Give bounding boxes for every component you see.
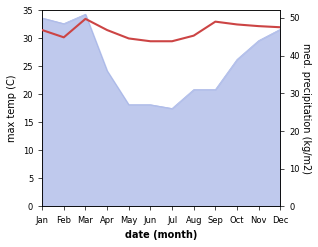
X-axis label: date (month): date (month) [125, 230, 197, 240]
Y-axis label: med. precipitation (kg/m2): med. precipitation (kg/m2) [301, 43, 311, 174]
Y-axis label: max temp (C): max temp (C) [7, 75, 17, 142]
